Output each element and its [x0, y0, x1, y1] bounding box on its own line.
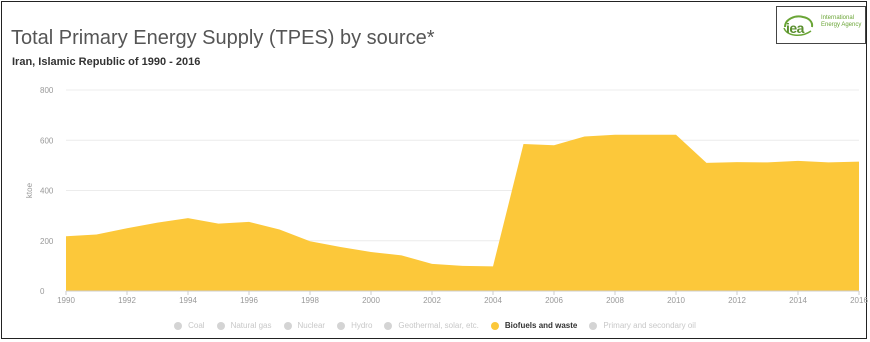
x-tick-label: 2000: [362, 296, 380, 305]
x-tick-label: 1990: [57, 296, 75, 305]
y-axis-label: ktoe: [25, 182, 34, 198]
legend-dot-icon: [283, 321, 292, 330]
x-tick-label: 2006: [545, 296, 563, 305]
chart-subtitle: Iran, Islamic Republic of 1990 - 2016: [12, 56, 201, 68]
x-tick-label: 1998: [301, 296, 319, 305]
legend-item[interactable]: Biofuels and waste: [490, 321, 578, 330]
legend-label: Primary and secondary oil: [603, 321, 696, 330]
x-tick-label: 2016: [850, 296, 868, 305]
legend-label: Hydro: [351, 321, 373, 330]
x-tick-label: 1994: [179, 296, 197, 305]
legend-label: Geothermal, solar, etc.: [398, 321, 479, 330]
legend-label: Natural gas: [230, 321, 272, 330]
legend-item[interactable]: Nuclear: [283, 321, 326, 330]
legend-item[interactable]: Hydro: [337, 321, 372, 330]
x-tick-label: 2014: [789, 296, 807, 305]
legend-dot-icon: [216, 321, 225, 330]
legend-dot-icon: [174, 321, 183, 330]
y-tick-label: 400: [40, 187, 54, 196]
logo-swoosh-icon: [783, 15, 814, 36]
y-tick-label: 200: [40, 237, 54, 246]
x-tick-label: 2010: [667, 296, 685, 305]
legend-label: Coal: [188, 321, 205, 330]
x-tick-label: 2012: [728, 296, 746, 305]
legend-item[interactable]: Geothermal, solar, etc.: [384, 321, 479, 330]
x-tick-label: 2004: [484, 296, 502, 305]
chart-legend: Coal Natural gas Nuclear Hydro Geothermal, s…: [2, 321, 868, 330]
legend-dot-icon: [589, 321, 598, 330]
legend-item[interactable]: Primary and secondary oil: [589, 321, 696, 330]
logo-text: International Energy Agency: [821, 15, 862, 28]
legend-dot-icon: [490, 321, 499, 330]
y-tick-label: 600: [40, 136, 54, 145]
legend-dot-icon: [337, 321, 346, 330]
x-tick-label: 2008: [606, 296, 624, 305]
legend-label: Biofuels and waste: [504, 321, 578, 330]
chart-title: Total Primary Energy Supply (TPES) by so…: [11, 27, 435, 49]
x-tick-label: 1992: [118, 296, 136, 305]
legend-item[interactable]: Natural gas: [216, 321, 272, 330]
legend-label: Nuclear: [297, 321, 326, 330]
y-tick-label: 0: [40, 287, 45, 296]
x-tick-label: 1996: [240, 296, 258, 305]
legend-dot-icon: [384, 321, 393, 330]
x-tick-label: 2002: [423, 296, 441, 305]
series-area-biofuels-and-waste: [66, 134, 859, 291]
legend-item[interactable]: Coal: [174, 321, 205, 330]
y-tick-label: 800: [40, 86, 54, 95]
iea-logo: iea International Energy Agency: [776, 6, 866, 44]
logo-mark: iea: [786, 20, 804, 36]
